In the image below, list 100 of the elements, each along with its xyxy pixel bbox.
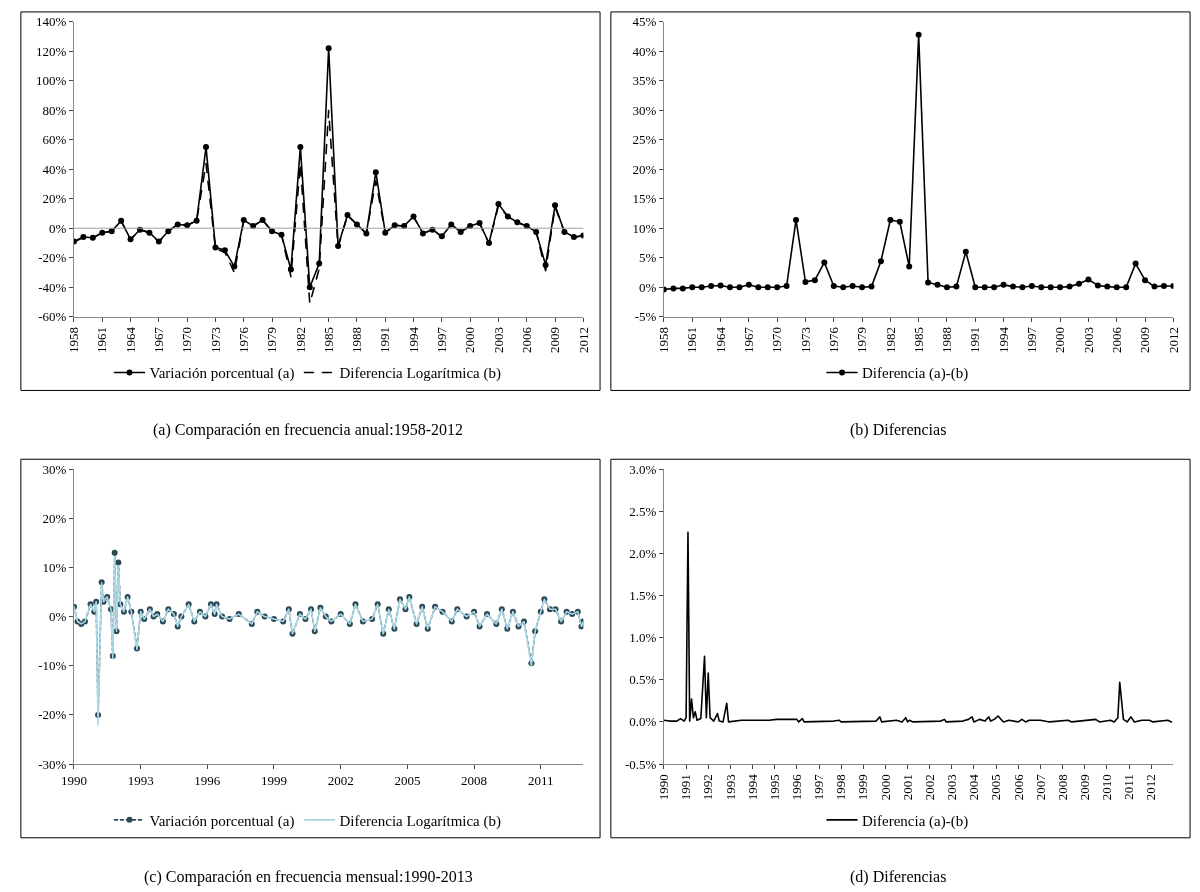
x-tick-label: 1994	[744, 773, 760, 801]
y-tick-label: -20%	[38, 707, 67, 723]
point	[1000, 281, 1007, 288]
point	[316, 260, 323, 267]
x-tick-label: 2002	[921, 774, 937, 801]
y-tick-label: 60%	[42, 132, 67, 148]
x-tick-label: 1976	[825, 326, 841, 353]
x-tick-label: 1961	[684, 326, 700, 353]
y-tick-label: -60%	[38, 309, 67, 325]
x-tick-label: 1976	[235, 326, 251, 353]
point	[962, 248, 969, 255]
y-tick-label: 10%	[632, 220, 657, 236]
point	[514, 219, 521, 226]
x-tick-label: 2011	[527, 772, 554, 788]
text: (c) Comparación en frecuencia mensual:1990-2013	[144, 868, 473, 886]
y-tick-label: 15%	[632, 191, 657, 207]
y-tick-label: 0%	[49, 220, 67, 236]
x-tick-label: 1985	[910, 326, 926, 353]
y-tick-label: 0.5%	[629, 672, 657, 688]
point	[708, 283, 715, 290]
y-tick-label: -0.5%	[624, 756, 657, 772]
x-tick-label: 2006	[518, 326, 534, 353]
line-series	[663, 531, 1173, 723]
y-tick-label: 30%	[42, 461, 67, 477]
x-tick-label: 1995	[766, 774, 782, 801]
x-tick-label: 1994	[995, 326, 1011, 353]
x-tick-label: 1958	[66, 326, 82, 353]
y-tick-label: 1.0%	[629, 630, 657, 646]
point	[1019, 284, 1026, 291]
point	[840, 284, 847, 291]
point	[755, 284, 762, 291]
text: (d) Diferencias	[850, 868, 947, 886]
y-tick-label: -5%	[634, 309, 657, 325]
point	[1151, 283, 1158, 290]
x-tick-label: 1991	[678, 774, 694, 801]
x-tick-label: 1964	[712, 326, 728, 353]
y-tick-label: 0%	[639, 279, 657, 295]
point	[1038, 284, 1045, 291]
point	[670, 285, 677, 292]
point	[698, 284, 705, 291]
point	[934, 281, 941, 288]
point	[943, 284, 950, 291]
x-tick-label: 1982	[292, 326, 308, 353]
x-tick-label: 1982	[882, 326, 898, 353]
x-tick-label: 1970	[179, 326, 195, 353]
point	[906, 263, 913, 270]
y-tick-label: 140%	[36, 14, 67, 30]
x-tick-label: 2003	[1080, 326, 1096, 353]
x-tick-label: 1992	[700, 774, 716, 801]
x-tick-label: 1979	[264, 326, 280, 353]
legend-label: Diferencia Logarítmica (b)	[339, 812, 502, 830]
x-tick-label: 2007	[1032, 773, 1048, 801]
y-tick-label: -20%	[38, 250, 67, 266]
point	[212, 244, 219, 251]
point	[203, 144, 210, 151]
y-tick-label: 120%	[36, 43, 67, 59]
x-tick-label: 2009	[1076, 774, 1092, 801]
x-tick-label: 2012	[1165, 326, 1181, 353]
point	[981, 284, 988, 291]
x-tick-label: 1999	[855, 774, 871, 801]
point	[811, 277, 818, 284]
legend-label: Variación porcentual (a)	[149, 365, 295, 383]
y-tick-label: 0.0%	[629, 714, 657, 730]
point	[240, 217, 247, 224]
x-tick-label: 1991	[967, 326, 983, 353]
y-tick-label: 100%	[36, 73, 67, 89]
y-tick-label: 3.0%	[629, 461, 657, 477]
point	[1132, 260, 1139, 267]
y-tick-label: 35%	[632, 73, 657, 89]
point	[1085, 276, 1092, 283]
point	[174, 221, 181, 228]
y-tick-label: 20%	[42, 510, 67, 526]
x-tick-label: 1964	[122, 326, 138, 353]
point	[344, 211, 351, 218]
x-tick-label: 2004	[966, 773, 982, 801]
text: (b) Diferencias	[850, 421, 947, 439]
y-tick-label: 5%	[639, 250, 657, 266]
x-tick-label: 2009	[547, 326, 563, 353]
x-tick-label: 2006	[1108, 326, 1124, 353]
point	[953, 283, 960, 290]
x-tick-label: 2002	[327, 772, 354, 788]
point	[679, 285, 686, 292]
y-tick-label: 1.5%	[629, 588, 657, 604]
point	[745, 281, 752, 288]
y-tick-label: 40%	[632, 43, 657, 59]
point	[1028, 283, 1035, 290]
point	[991, 284, 998, 291]
y-tick-label: 0%	[49, 609, 67, 625]
point	[391, 222, 398, 229]
point	[887, 216, 894, 223]
point	[1123, 284, 1130, 291]
x-tick-label: 1967	[151, 326, 167, 353]
x-tick-label: 2000	[462, 326, 478, 353]
point	[1094, 282, 1101, 289]
x-tick-label: 1990	[60, 772, 87, 788]
x-tick-label: 1967	[741, 326, 757, 353]
x-tick-label: 2000	[877, 774, 893, 801]
x-tick-label: 1970	[769, 326, 785, 353]
legend-label: Diferencia (a)-(b)	[862, 365, 969, 383]
point	[859, 284, 866, 291]
